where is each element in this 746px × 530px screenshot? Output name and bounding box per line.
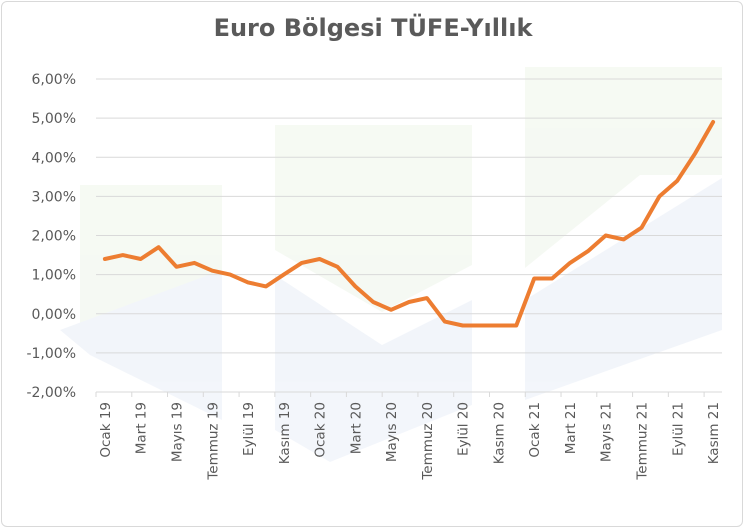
y-tick-label: 3,00% bbox=[32, 189, 76, 205]
x-tick-label: Mart 20 bbox=[348, 402, 364, 454]
x-tick-label: Ocak 20 bbox=[313, 402, 329, 458]
y-tick-label: 1,00% bbox=[32, 268, 76, 284]
x-tick-label: Mayıs 19 bbox=[169, 402, 185, 462]
x-axis: Ocak 19 Mart 19 Mayıs 19 Temmuz 19 Eylül 19 K… bbox=[95, 392, 722, 481]
x-tick-label: Kasım 20 bbox=[491, 402, 507, 464]
y-tick-label: 2,00% bbox=[32, 229, 76, 245]
x-tick-label: Ocak 19 bbox=[98, 402, 114, 458]
x-tick-label: Temmuz 20 bbox=[420, 402, 436, 481]
x-tick-label: Kasım 21 bbox=[706, 402, 722, 464]
y-tick-label: 6,00% bbox=[32, 72, 76, 88]
series-layer bbox=[102, 120, 716, 328]
x-tick-label: Mart 19 bbox=[134, 402, 150, 454]
x-tick-label: Kasım 19 bbox=[277, 402, 293, 464]
background-watermark bbox=[60, 67, 722, 462]
chart-title: Euro Bölgesi TÜFE-Yıllık bbox=[213, 14, 533, 42]
x-tick-label: Mayıs 20 bbox=[384, 402, 400, 462]
x-tick-label: Temmuz 19 bbox=[205, 402, 221, 481]
x-tick-label: Temmuz 21 bbox=[635, 402, 651, 481]
x-tick-label: Ocak 21 bbox=[527, 402, 543, 458]
y-axis: -2,00% -1,00% 0,00% 1,00% 2,00% 3,00% 4,00% 5,0… bbox=[26, 72, 76, 401]
x-tick-label: Mayıs 21 bbox=[599, 402, 615, 462]
x-tick-label: Eylül 21 bbox=[670, 402, 686, 456]
x-tick-label: Mart 21 bbox=[563, 402, 579, 454]
grid-lines bbox=[96, 78, 722, 393]
x-tick-label: Eylül 19 bbox=[241, 402, 257, 456]
y-tick-label: -2,00% bbox=[26, 385, 76, 401]
y-tick-label: 0,00% bbox=[32, 307, 76, 323]
x-tick-label: Eylül 20 bbox=[456, 402, 472, 456]
y-tick-label: -1,00% bbox=[26, 346, 76, 362]
y-tick-label: 4,00% bbox=[32, 150, 76, 166]
series-line bbox=[102, 120, 716, 328]
y-tick-label: 5,00% bbox=[32, 111, 76, 127]
